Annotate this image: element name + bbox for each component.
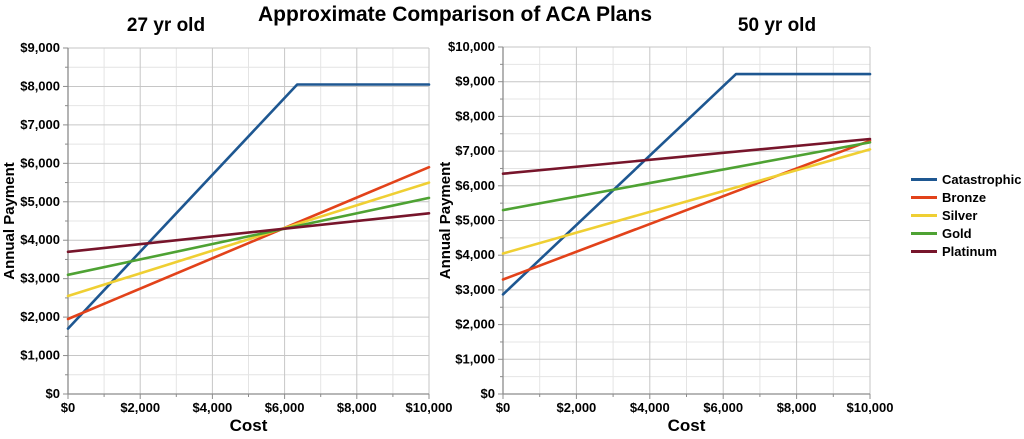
x-tick-label: $4,000 bbox=[630, 400, 670, 415]
y-tick-label: $8,000 bbox=[455, 108, 495, 123]
series-catastrophic bbox=[501, 72, 872, 296]
y-tick-label: $1,000 bbox=[20, 348, 60, 363]
x-tick-label: $0 bbox=[61, 400, 75, 415]
x-tick-label: $0 bbox=[496, 400, 510, 415]
chart-main-title: Approximate Comparison of ACA Plans bbox=[258, 3, 652, 26]
y-tick-label: $3,000 bbox=[20, 271, 60, 286]
series-silver bbox=[501, 148, 872, 255]
y-tick-label: $7,000 bbox=[20, 117, 60, 132]
x-axis-title: Cost bbox=[668, 416, 706, 435]
x-tick-label: $10,000 bbox=[847, 400, 894, 415]
series-bronze bbox=[501, 139, 872, 281]
y-tick-label: $5,000 bbox=[20, 194, 60, 209]
y-tick-label: $3,000 bbox=[455, 282, 495, 297]
legend-label-bronze: Bronze bbox=[942, 189, 987, 205]
legend: Catastrophic Bronze Silver Gold Platinum bbox=[911, 170, 1021, 260]
series-silver bbox=[66, 181, 431, 298]
y-tick-label: $4,000 bbox=[455, 247, 495, 262]
legend-swatch-gold bbox=[911, 231, 937, 235]
legend-swatch-bronze bbox=[911, 195, 937, 199]
series-gold bbox=[66, 196, 431, 277]
legend-item-platinum: Platinum bbox=[911, 242, 1021, 260]
y-tick-label: $6,000 bbox=[20, 155, 60, 170]
legend-item-silver: Silver bbox=[911, 206, 1021, 224]
legend-item-catastrophic: Catastrophic bbox=[911, 170, 1021, 188]
chart-panel-0: $0 $2,000 $4,000 $6,000 $8,000 $10,000 $0 $1,00… bbox=[1, 40, 453, 435]
y-tick-label: $9,000 bbox=[20, 40, 60, 55]
x-tick-label: $6,000 bbox=[703, 400, 743, 415]
y-tick-label: $4,000 bbox=[20, 232, 60, 247]
legend-label-catastrophic: Catastrophic bbox=[942, 171, 1022, 187]
x-tick-label: $8,000 bbox=[777, 400, 817, 415]
legend-item-gold: Gold bbox=[911, 224, 1021, 242]
legend-label-platinum: Platinum bbox=[942, 243, 997, 259]
y-axis-title: Annual Payment bbox=[1, 162, 18, 280]
legend-label-silver: Silver bbox=[942, 207, 978, 223]
left-panel-title: 27 yr old bbox=[126, 15, 206, 36]
legend-swatch-catastrophic bbox=[911, 177, 937, 181]
legend-swatch-platinum bbox=[911, 249, 937, 253]
y-tick-label: $9,000 bbox=[455, 74, 495, 89]
y-tick-label: $1,000 bbox=[455, 351, 495, 366]
x-axis-title: Cost bbox=[230, 416, 268, 435]
y-tick-label: $10,000 bbox=[448, 39, 495, 54]
series-bronze bbox=[66, 165, 431, 321]
legend-swatch-silver bbox=[911, 213, 937, 217]
y-tick-label: $6,000 bbox=[455, 178, 495, 193]
x-tick-label: $2,000 bbox=[120, 400, 160, 415]
y-tick-label: $8,000 bbox=[20, 78, 60, 93]
x-tick-label: $10,000 bbox=[406, 400, 453, 415]
y-tick-label: $5,000 bbox=[455, 213, 495, 228]
legend-label-gold: Gold bbox=[942, 225, 972, 241]
x-tick-label: $8,000 bbox=[337, 400, 377, 415]
series-catastrophic bbox=[66, 83, 431, 330]
x-tick-label: $2,000 bbox=[557, 400, 597, 415]
y-tick-label: $0 bbox=[46, 386, 60, 401]
legend-item-bronze: Bronze bbox=[911, 188, 1021, 206]
y-tick-label: $2,000 bbox=[455, 317, 495, 332]
series-platinum bbox=[501, 137, 872, 175]
y-tick-label: $0 bbox=[481, 386, 495, 401]
chart-panel-1: $0 $2,000 $4,000 $6,000 $8,000 $10,000 $0 $1,00… bbox=[437, 39, 894, 435]
x-tick-label: $6,000 bbox=[265, 400, 305, 415]
right-panel-title: 50 yr old bbox=[737, 15, 817, 36]
y-tick-label: $7,000 bbox=[455, 143, 495, 158]
series-gold bbox=[501, 141, 872, 212]
series-platinum bbox=[66, 212, 431, 254]
y-tick-label: $2,000 bbox=[20, 309, 60, 324]
x-tick-label: $4,000 bbox=[193, 400, 233, 415]
y-axis-title: Annual Payment bbox=[437, 162, 454, 280]
